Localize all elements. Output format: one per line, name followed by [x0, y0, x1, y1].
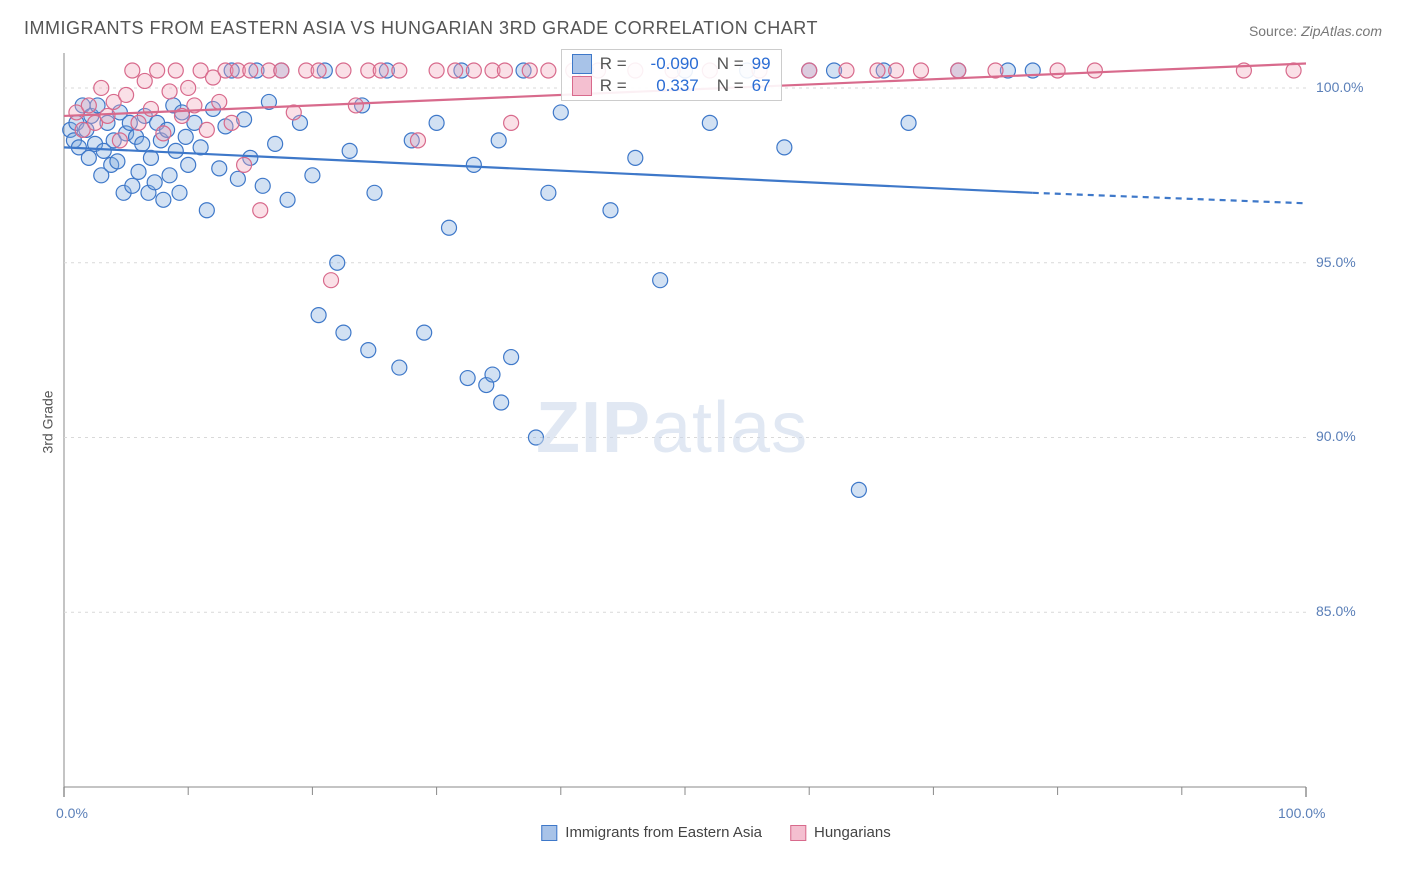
legend-item: Hungarians: [790, 824, 891, 841]
y-tick-label: 95.0%: [1316, 254, 1356, 270]
stats-r-value: 0.337: [635, 76, 699, 96]
stats-row: R = 0.337 N = 67: [572, 76, 771, 96]
source-attribution: Source: ZipAtlas.com: [1249, 23, 1382, 39]
scatter-chart-svg: [56, 47, 1376, 797]
stats-r-value: -0.090: [635, 54, 699, 74]
legend-label: Hungarians: [814, 824, 891, 841]
chart-area: 3rd Grade ZIPatlas R =-0.090N =99R =0.33…: [56, 47, 1376, 797]
y-axis-label: 3rd Grade: [40, 390, 56, 453]
stats-r-label: R =: [600, 54, 627, 74]
chart-title: IMMIGRANTS FROM EASTERN ASIA VS HUNGARIA…: [24, 18, 818, 39]
stats-n-label: N =: [717, 76, 744, 96]
legend-label: Immigrants from Eastern Asia: [565, 824, 762, 841]
y-tick-label: 100.0%: [1316, 79, 1363, 95]
correlation-stats-box: R = -0.090 N = 99 R = 0.337 N = 67: [561, 49, 782, 101]
source-label: Source:: [1249, 23, 1297, 39]
legend-item: Immigrants from Eastern Asia: [541, 824, 762, 841]
stats-n-value: 67: [752, 76, 771, 96]
source-value: ZipAtlas.com: [1301, 23, 1382, 39]
stats-swatch: [572, 54, 592, 74]
legend-swatch: [541, 825, 557, 841]
legend: Immigrants from Eastern Asia Hungarians: [541, 824, 890, 841]
y-tick-label: 85.0%: [1316, 603, 1356, 619]
x-tick-label: 100.0%: [1278, 805, 1325, 821]
stats-swatch: [572, 76, 592, 96]
stats-n-value: 99: [752, 54, 771, 74]
x-tick-label: 0.0%: [56, 805, 88, 821]
stats-r-label: R =: [600, 76, 627, 96]
stats-n-label: N =: [717, 54, 744, 74]
legend-swatch: [790, 825, 806, 841]
stats-row: R = -0.090 N = 99: [572, 54, 771, 74]
y-tick-label: 90.0%: [1316, 428, 1356, 444]
